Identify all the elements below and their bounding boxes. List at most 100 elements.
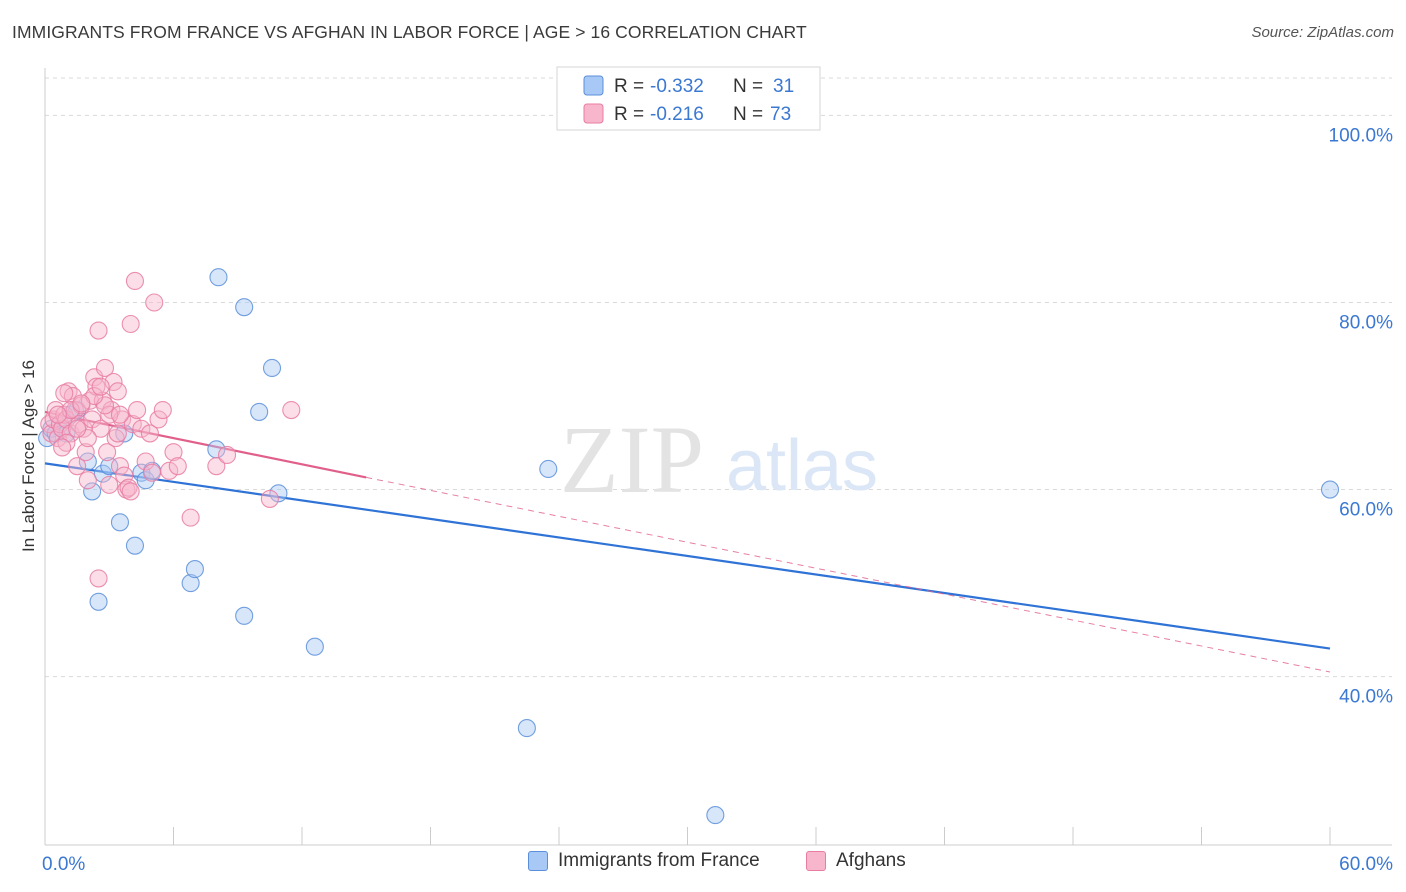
legend-r-value-france: -0.332 bbox=[650, 76, 704, 97]
france-point bbox=[181, 574, 200, 593]
legend-item-afghans[interactable]: Afghans bbox=[806, 850, 906, 872]
afghans-point bbox=[143, 463, 162, 482]
y-tick-label: 60.0% bbox=[1339, 500, 1393, 521]
grid-layer bbox=[45, 77, 1392, 678]
legend-n-label-france: N = bbox=[733, 76, 763, 97]
afghans-point bbox=[132, 419, 151, 438]
france-point bbox=[100, 457, 119, 476]
france-point bbox=[110, 513, 130, 532]
afghans-point bbox=[78, 471, 97, 490]
afghans-point bbox=[145, 293, 164, 312]
points-layer bbox=[38, 268, 1340, 825]
watermark-atlas: atlas bbox=[726, 426, 878, 506]
france-point bbox=[235, 298, 254, 317]
france-point bbox=[235, 606, 254, 625]
afghans-point bbox=[153, 401, 172, 420]
afghans-point bbox=[140, 424, 159, 443]
afghans-point bbox=[110, 405, 130, 424]
legend-r-label-afghans: R = bbox=[614, 104, 644, 125]
y-tick-label: 100.0% bbox=[1329, 125, 1394, 146]
afghans-point bbox=[100, 475, 119, 494]
france-point bbox=[539, 459, 558, 479]
afghans-point bbox=[217, 445, 237, 465]
afghans-point bbox=[128, 401, 147, 420]
x-tick-label: 0.0% bbox=[42, 854, 85, 875]
france-point bbox=[706, 806, 725, 825]
legend-r-label-france: R = bbox=[614, 76, 644, 97]
afghans-point bbox=[282, 401, 301, 420]
afghans-point bbox=[55, 405, 74, 424]
afghans-point bbox=[98, 443, 117, 462]
watermark-zip: ZIP bbox=[560, 406, 704, 513]
chart-title: IMMIGRANTS FROM FRANCE VS AFGHAN IN LABO… bbox=[12, 22, 807, 42]
axes-layer bbox=[44, 68, 1392, 846]
afghans-point bbox=[100, 405, 119, 424]
afghans-point bbox=[53, 419, 72, 438]
legend-swatch-afghans bbox=[583, 103, 604, 124]
afghans-point bbox=[121, 482, 140, 501]
legend-item-france[interactable]: Immigrants from France bbox=[528, 850, 760, 872]
afghans-point bbox=[181, 508, 200, 527]
france-point bbox=[83, 482, 102, 501]
afghans-point bbox=[48, 405, 67, 424]
afghans-point bbox=[168, 457, 187, 476]
france-point bbox=[262, 358, 282, 378]
france-point bbox=[209, 268, 228, 287]
afghans-point bbox=[95, 358, 115, 378]
y-tick-label: 80.0% bbox=[1339, 312, 1393, 333]
afghans-point bbox=[149, 410, 168, 429]
afghans-point bbox=[164, 443, 183, 462]
legend-label-france: Immigrants from France bbox=[558, 850, 760, 871]
afghans-point bbox=[72, 394, 91, 413]
afghans-point bbox=[108, 424, 127, 443]
y-axis-title: In Labor Force | Age > 16 bbox=[19, 360, 38, 552]
france-point bbox=[93, 464, 112, 483]
legend-swatch-france-bottom bbox=[528, 851, 548, 871]
afghans-point bbox=[68, 457, 87, 476]
afghans-point bbox=[55, 384, 74, 403]
afghans-trendline-extension bbox=[366, 476, 1331, 673]
legend-n-value-afghans: 73 bbox=[770, 104, 791, 125]
afghans-point bbox=[106, 429, 125, 448]
chart-source: Source: ZipAtlas.com bbox=[1251, 24, 1394, 41]
afghans-trendline bbox=[44, 410, 367, 479]
legend-swatch-france bbox=[583, 75, 604, 96]
afghans-point bbox=[260, 489, 279, 508]
legend-n-label-afghans: N = bbox=[733, 104, 763, 125]
france-point bbox=[89, 592, 108, 611]
france-point bbox=[305, 637, 324, 656]
france-point bbox=[185, 560, 204, 579]
france-point bbox=[125, 536, 144, 555]
afghans-point bbox=[123, 415, 142, 434]
afghans-point bbox=[121, 314, 140, 334]
afghans-point bbox=[89, 569, 108, 588]
afghans-point bbox=[76, 443, 95, 462]
trend-layer bbox=[44, 410, 1331, 673]
france-point bbox=[1320, 480, 1340, 499]
france-point bbox=[250, 402, 269, 421]
x-tick-label: 60.0% bbox=[1339, 854, 1393, 875]
legend-bottom: Immigrants from France Afghans bbox=[0, 850, 1406, 880]
legend-r-value-afghans: -0.216 bbox=[650, 104, 704, 125]
france-point bbox=[136, 471, 155, 490]
afghans-point bbox=[53, 438, 72, 457]
afghans-point bbox=[136, 452, 155, 471]
afghans-point bbox=[110, 457, 130, 476]
france-trendline bbox=[44, 462, 1331, 650]
france-point bbox=[517, 719, 536, 738]
legend-label-afghans: Afghans bbox=[836, 850, 906, 871]
afghans-point bbox=[108, 382, 127, 401]
y-tick-label: 40.0% bbox=[1339, 687, 1393, 708]
legend-n-value-france: 31 bbox=[773, 76, 794, 97]
labels-layer: 100.0% 80.0% 60.0% 40.0% 0.0% 60.0% bbox=[42, 125, 1393, 875]
afghans-point bbox=[91, 419, 110, 438]
legend-swatch-afghans-bottom bbox=[806, 851, 826, 871]
afghans-point bbox=[89, 321, 108, 340]
legend-top: R = -0.332 N = 31 R = -0.216 N = 73 bbox=[556, 66, 821, 131]
afghans-point bbox=[91, 377, 110, 396]
afghans-point bbox=[125, 271, 144, 291]
afghans-point bbox=[65, 401, 85, 420]
afghans-point bbox=[207, 457, 226, 476]
afghans-point bbox=[115, 466, 134, 485]
